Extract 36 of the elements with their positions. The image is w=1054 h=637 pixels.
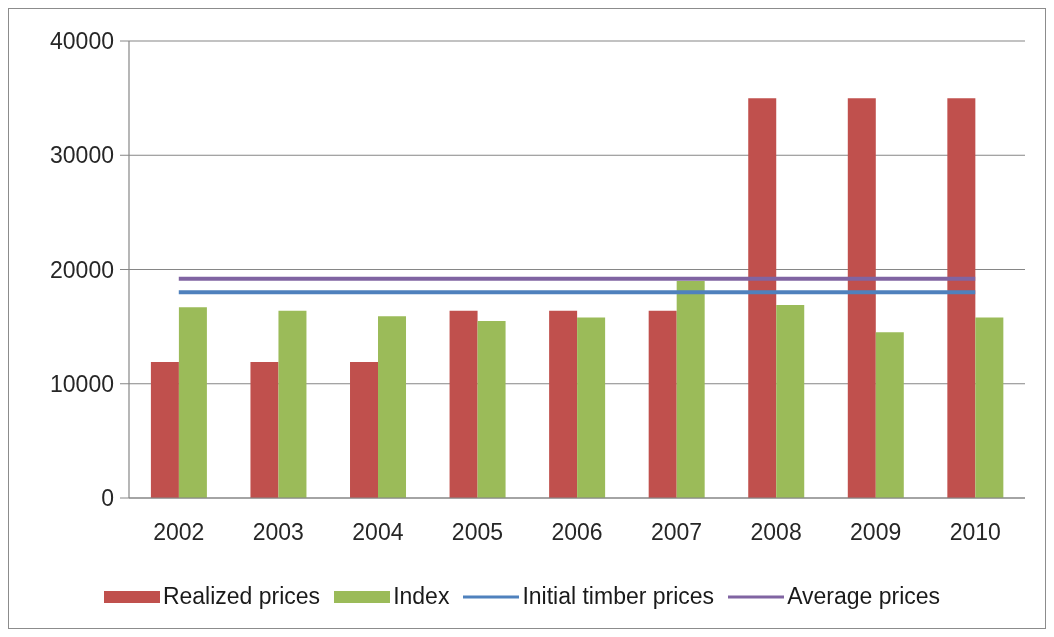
x-tick-label: 2009	[850, 519, 902, 546]
bar	[676, 280, 705, 498]
legend-label: Initial timber prices	[522, 583, 715, 610]
bar	[975, 317, 1004, 498]
legend-label: Index	[393, 583, 450, 610]
bar	[178, 307, 207, 498]
bar	[449, 310, 478, 498]
y-tick-label: 10000	[50, 370, 114, 397]
x-tick-label: 2006	[551, 519, 603, 546]
bar	[150, 362, 179, 498]
y-tick-label: 40000	[50, 28, 114, 55]
bar	[250, 362, 279, 498]
bar	[648, 310, 677, 498]
bar	[875, 332, 904, 498]
x-tick-label: 2007	[650, 519, 703, 546]
bar	[748, 98, 777, 498]
y-tick-label: 20000	[50, 256, 114, 283]
bar	[577, 317, 606, 498]
bar	[847, 98, 876, 498]
x-tick-label: 2008	[750, 519, 802, 546]
x-tick-label: 2002	[153, 519, 205, 546]
bar	[947, 98, 976, 498]
bar	[378, 316, 407, 498]
x-tick-label: 2005	[451, 519, 504, 546]
bar	[477, 320, 506, 498]
x-tick-label: 2003	[252, 519, 304, 546]
x-tick-label: 2004	[352, 519, 404, 546]
x-tick-label: 2010	[949, 519, 1001, 546]
bar	[776, 304, 805, 498]
bar	[278, 310, 307, 498]
legend-label: Realized prices	[162, 583, 321, 610]
y-tick-label: 0	[101, 485, 114, 512]
bar	[549, 310, 578, 498]
bar	[350, 362, 379, 498]
y-tick-label: 30000	[50, 142, 114, 169]
legend-label: Average prices	[787, 583, 941, 610]
